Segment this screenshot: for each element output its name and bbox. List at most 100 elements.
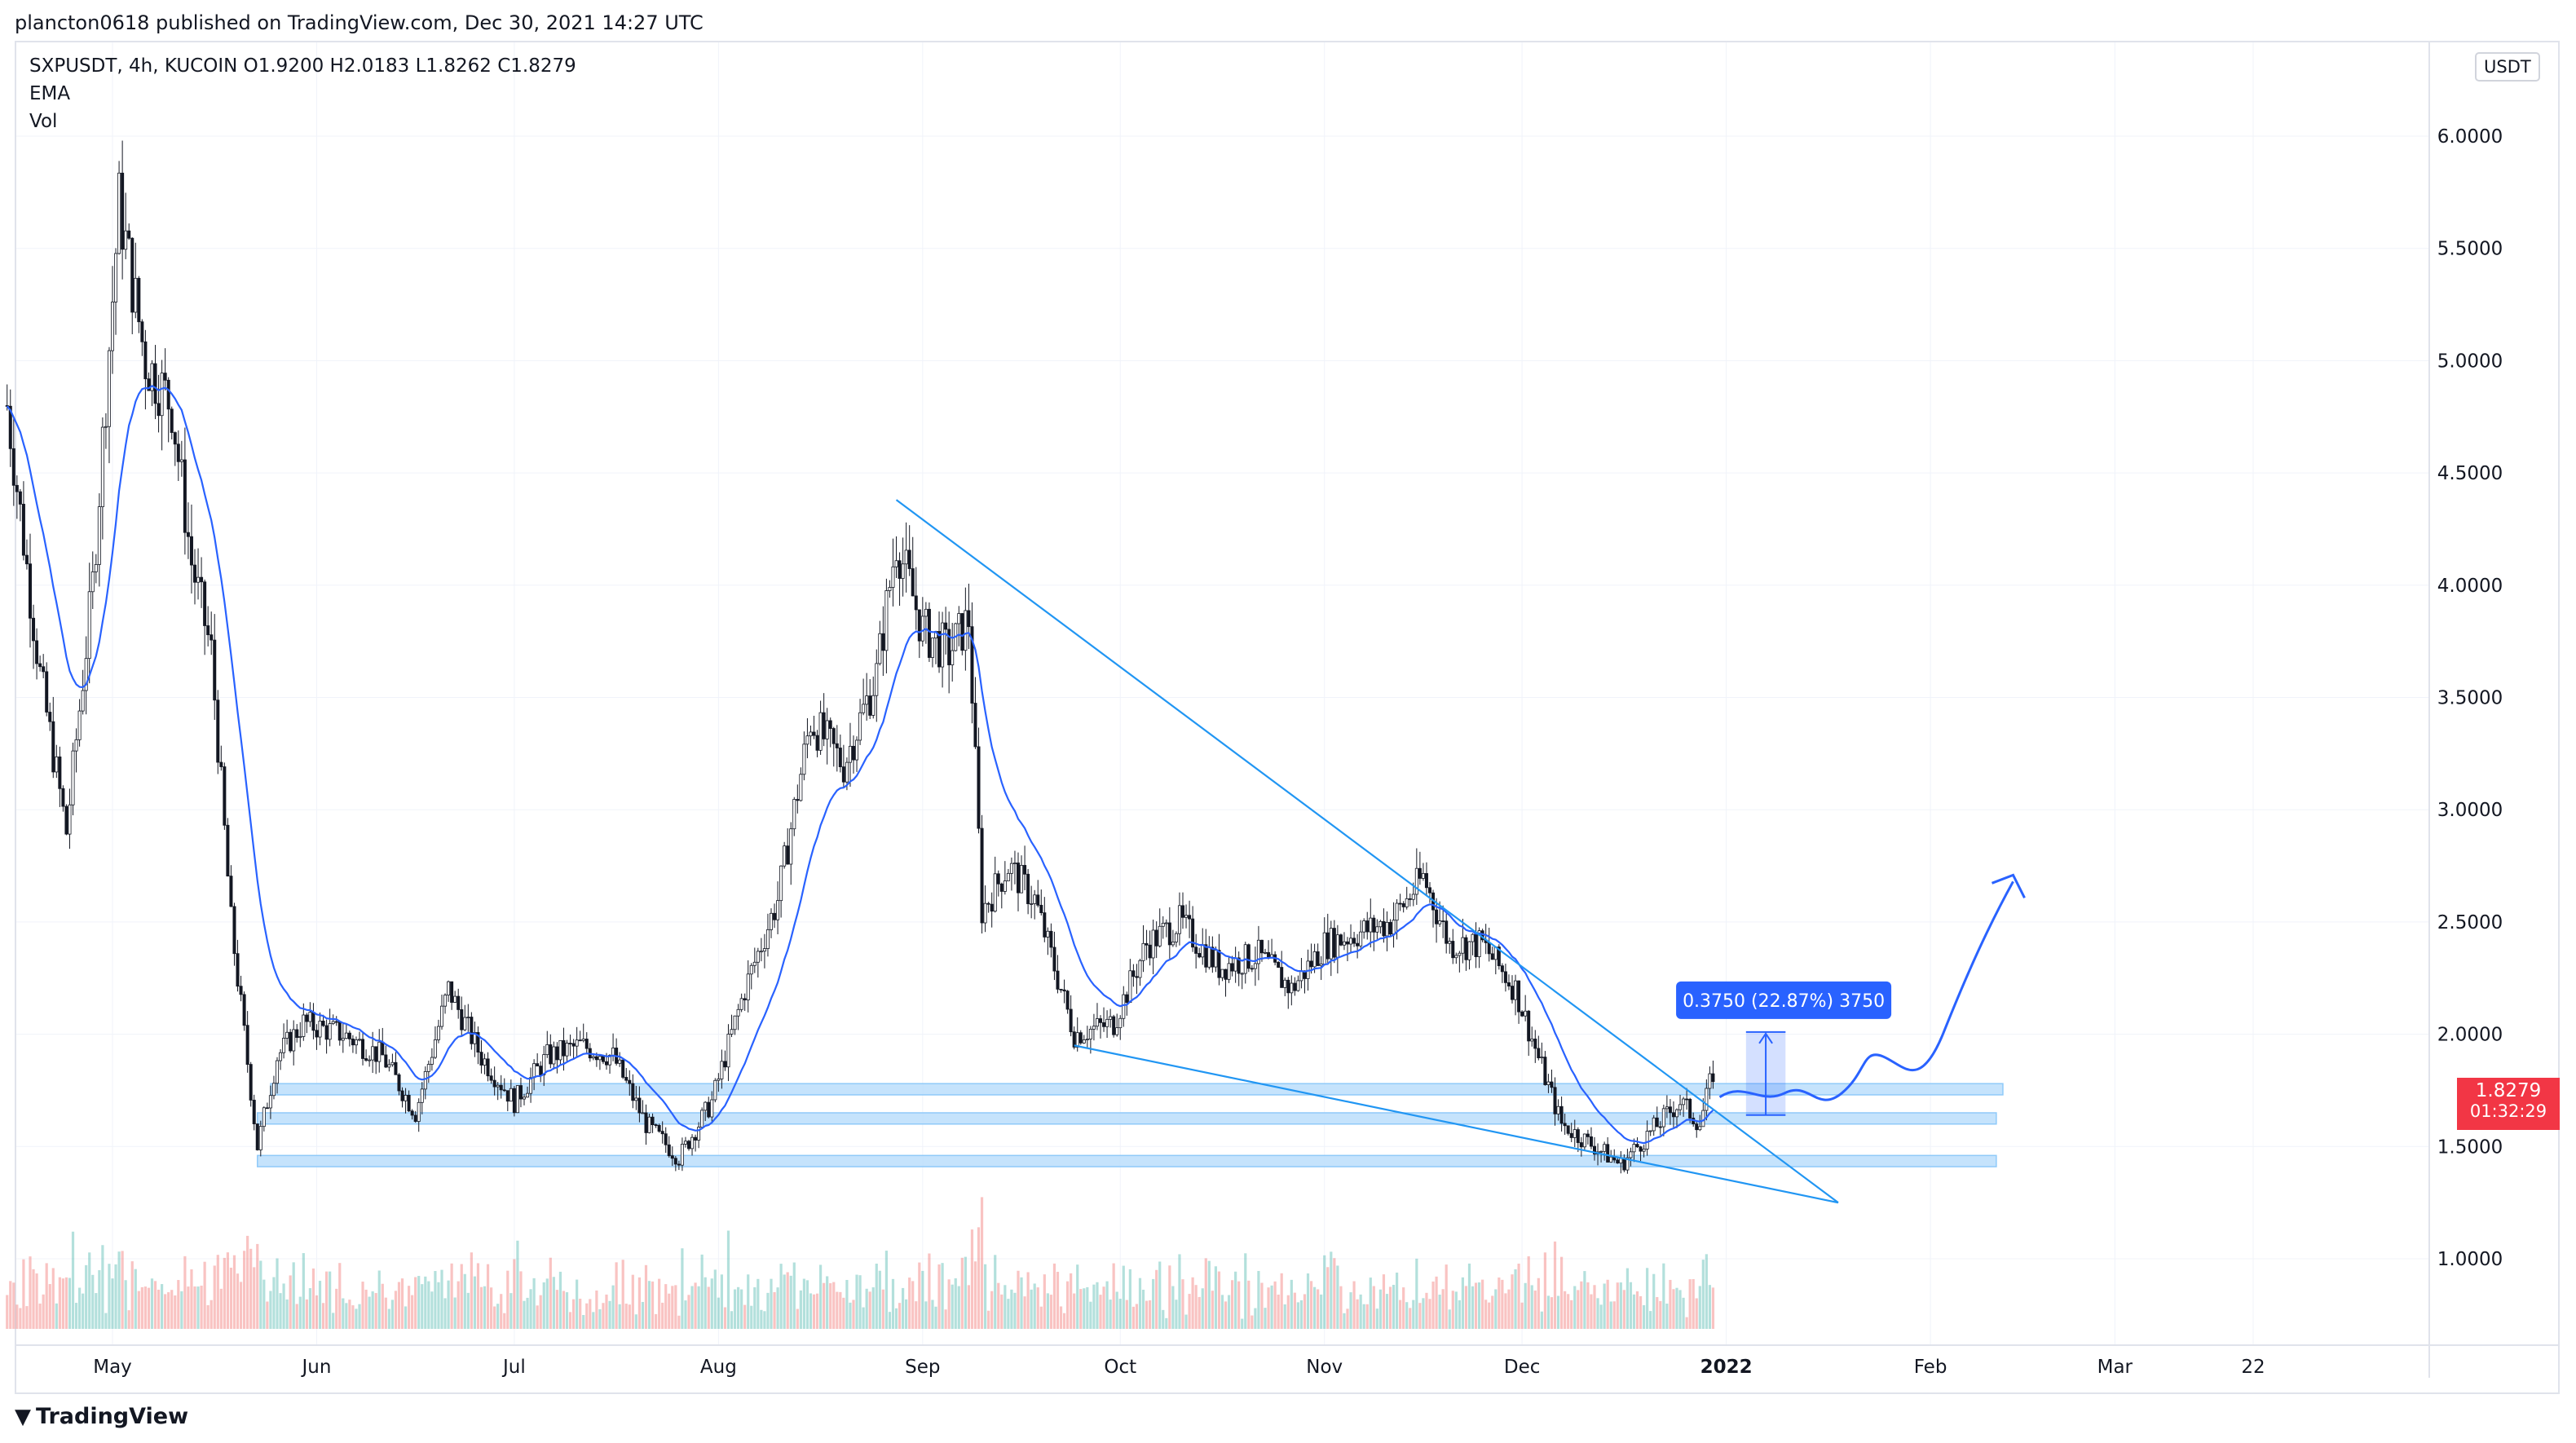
volume-bar bbox=[404, 1306, 408, 1329]
volume-bar bbox=[1396, 1272, 1399, 1329]
volume-bar bbox=[621, 1260, 624, 1329]
candle-body bbox=[1167, 922, 1171, 946]
volume-bar bbox=[1211, 1291, 1214, 1329]
candle-body bbox=[285, 1031, 289, 1039]
candle-body bbox=[1099, 1018, 1103, 1023]
volume-bar bbox=[1079, 1289, 1083, 1329]
volume-bar bbox=[1474, 1282, 1478, 1329]
volume-bar bbox=[486, 1264, 490, 1329]
volume-bar bbox=[549, 1257, 552, 1329]
candle-body bbox=[1214, 950, 1218, 968]
volume-bar bbox=[1635, 1291, 1639, 1329]
volume-bar bbox=[1527, 1255, 1530, 1329]
candle-body bbox=[140, 321, 144, 342]
candle-body bbox=[173, 432, 177, 445]
candle-body bbox=[1184, 915, 1189, 918]
chart-frame[interactable] bbox=[15, 41, 2560, 1394]
candle-body bbox=[160, 373, 164, 417]
candle-body bbox=[387, 1064, 391, 1068]
volume-bar bbox=[973, 1261, 977, 1329]
volume-bar bbox=[246, 1235, 249, 1329]
candle-body bbox=[1237, 957, 1241, 974]
candle-body bbox=[930, 638, 934, 658]
volume-bar bbox=[203, 1261, 206, 1329]
volume-bar bbox=[153, 1281, 157, 1329]
candle-body bbox=[1194, 947, 1198, 954]
candle-body bbox=[1573, 1129, 1577, 1138]
volume-bar bbox=[1415, 1258, 1418, 1329]
measure-label-box bbox=[1676, 981, 1892, 1019]
candle-body bbox=[147, 378, 151, 391]
volume-bar bbox=[355, 1308, 358, 1329]
volume-bar bbox=[82, 1293, 85, 1329]
volume-bar bbox=[232, 1255, 236, 1329]
volume-bar bbox=[921, 1270, 924, 1329]
volume-bar bbox=[88, 1252, 91, 1329]
candle-body bbox=[960, 613, 964, 651]
currency-button[interactable]: USDT bbox=[2475, 52, 2540, 82]
volume-bar bbox=[1708, 1285, 1711, 1329]
volume-bar bbox=[842, 1297, 845, 1329]
volume-bar bbox=[902, 1287, 905, 1329]
volume-bar bbox=[743, 1304, 747, 1329]
candle-body bbox=[605, 1061, 609, 1066]
volume-bar bbox=[1145, 1300, 1149, 1329]
candle-body bbox=[1599, 1150, 1603, 1153]
candle-body bbox=[176, 443, 180, 462]
candle-body bbox=[29, 563, 33, 619]
candle-body bbox=[552, 1046, 556, 1065]
volume-bar bbox=[1026, 1272, 1030, 1329]
volume-bar bbox=[1622, 1290, 1625, 1329]
volume-bar bbox=[493, 1306, 496, 1329]
candle-body bbox=[1474, 933, 1478, 957]
candle-body bbox=[1059, 988, 1063, 991]
volume-bar bbox=[1046, 1293, 1049, 1329]
candle-body bbox=[74, 739, 78, 752]
candle-body bbox=[549, 1044, 553, 1065]
volume-bar bbox=[990, 1291, 994, 1329]
volume-bar bbox=[134, 1269, 137, 1329]
volume-bar bbox=[1070, 1273, 1073, 1329]
volume-bar bbox=[1543, 1252, 1546, 1329]
candle-body bbox=[1026, 873, 1030, 904]
volume-bar bbox=[167, 1292, 170, 1329]
candle-body bbox=[1362, 920, 1366, 933]
volume-bar bbox=[796, 1308, 799, 1329]
volume-bar bbox=[644, 1264, 648, 1329]
volume-bar bbox=[1609, 1301, 1612, 1329]
candle-body bbox=[1112, 1016, 1116, 1035]
candle-body bbox=[1299, 970, 1303, 982]
volume-bar bbox=[1033, 1283, 1036, 1329]
candle-body bbox=[1020, 865, 1024, 894]
candle-body bbox=[901, 563, 905, 579]
volume-bar bbox=[180, 1291, 183, 1329]
candle-body bbox=[134, 277, 138, 313]
volume-bar bbox=[308, 1288, 311, 1329]
volume-bar bbox=[285, 1299, 289, 1329]
volume-bar bbox=[78, 1287, 82, 1329]
vol-legend[interactable]: Vol bbox=[29, 111, 58, 132]
symbol-legend[interactable]: SXPUSDT, 4h, KUCOIN O1.9200 H2.0183 L1.8… bbox=[29, 55, 576, 77]
volume-bar bbox=[1392, 1284, 1396, 1329]
volume-bar bbox=[1517, 1263, 1520, 1329]
candle-body bbox=[786, 845, 790, 865]
volume-bar bbox=[1277, 1294, 1280, 1329]
volume-bar bbox=[572, 1299, 576, 1329]
candle-body bbox=[1030, 903, 1034, 905]
tradingview-logo[interactable]: ▼ TradingView bbox=[15, 1404, 188, 1429]
candle-body bbox=[492, 1079, 496, 1088]
volume-bar bbox=[858, 1275, 862, 1329]
candle-body bbox=[107, 350, 111, 427]
volume-bar bbox=[1343, 1313, 1346, 1329]
volume-bar bbox=[881, 1289, 884, 1329]
volume-bar bbox=[792, 1262, 796, 1329]
candle-body bbox=[1056, 970, 1060, 990]
volume-bar bbox=[786, 1272, 789, 1329]
ema-legend[interactable]: EMA bbox=[29, 83, 71, 104]
volume-bar bbox=[598, 1308, 602, 1329]
volume-bar bbox=[390, 1300, 394, 1329]
candle-body bbox=[1154, 929, 1158, 947]
candle-body bbox=[11, 448, 15, 486]
volume-bar bbox=[104, 1313, 108, 1329]
